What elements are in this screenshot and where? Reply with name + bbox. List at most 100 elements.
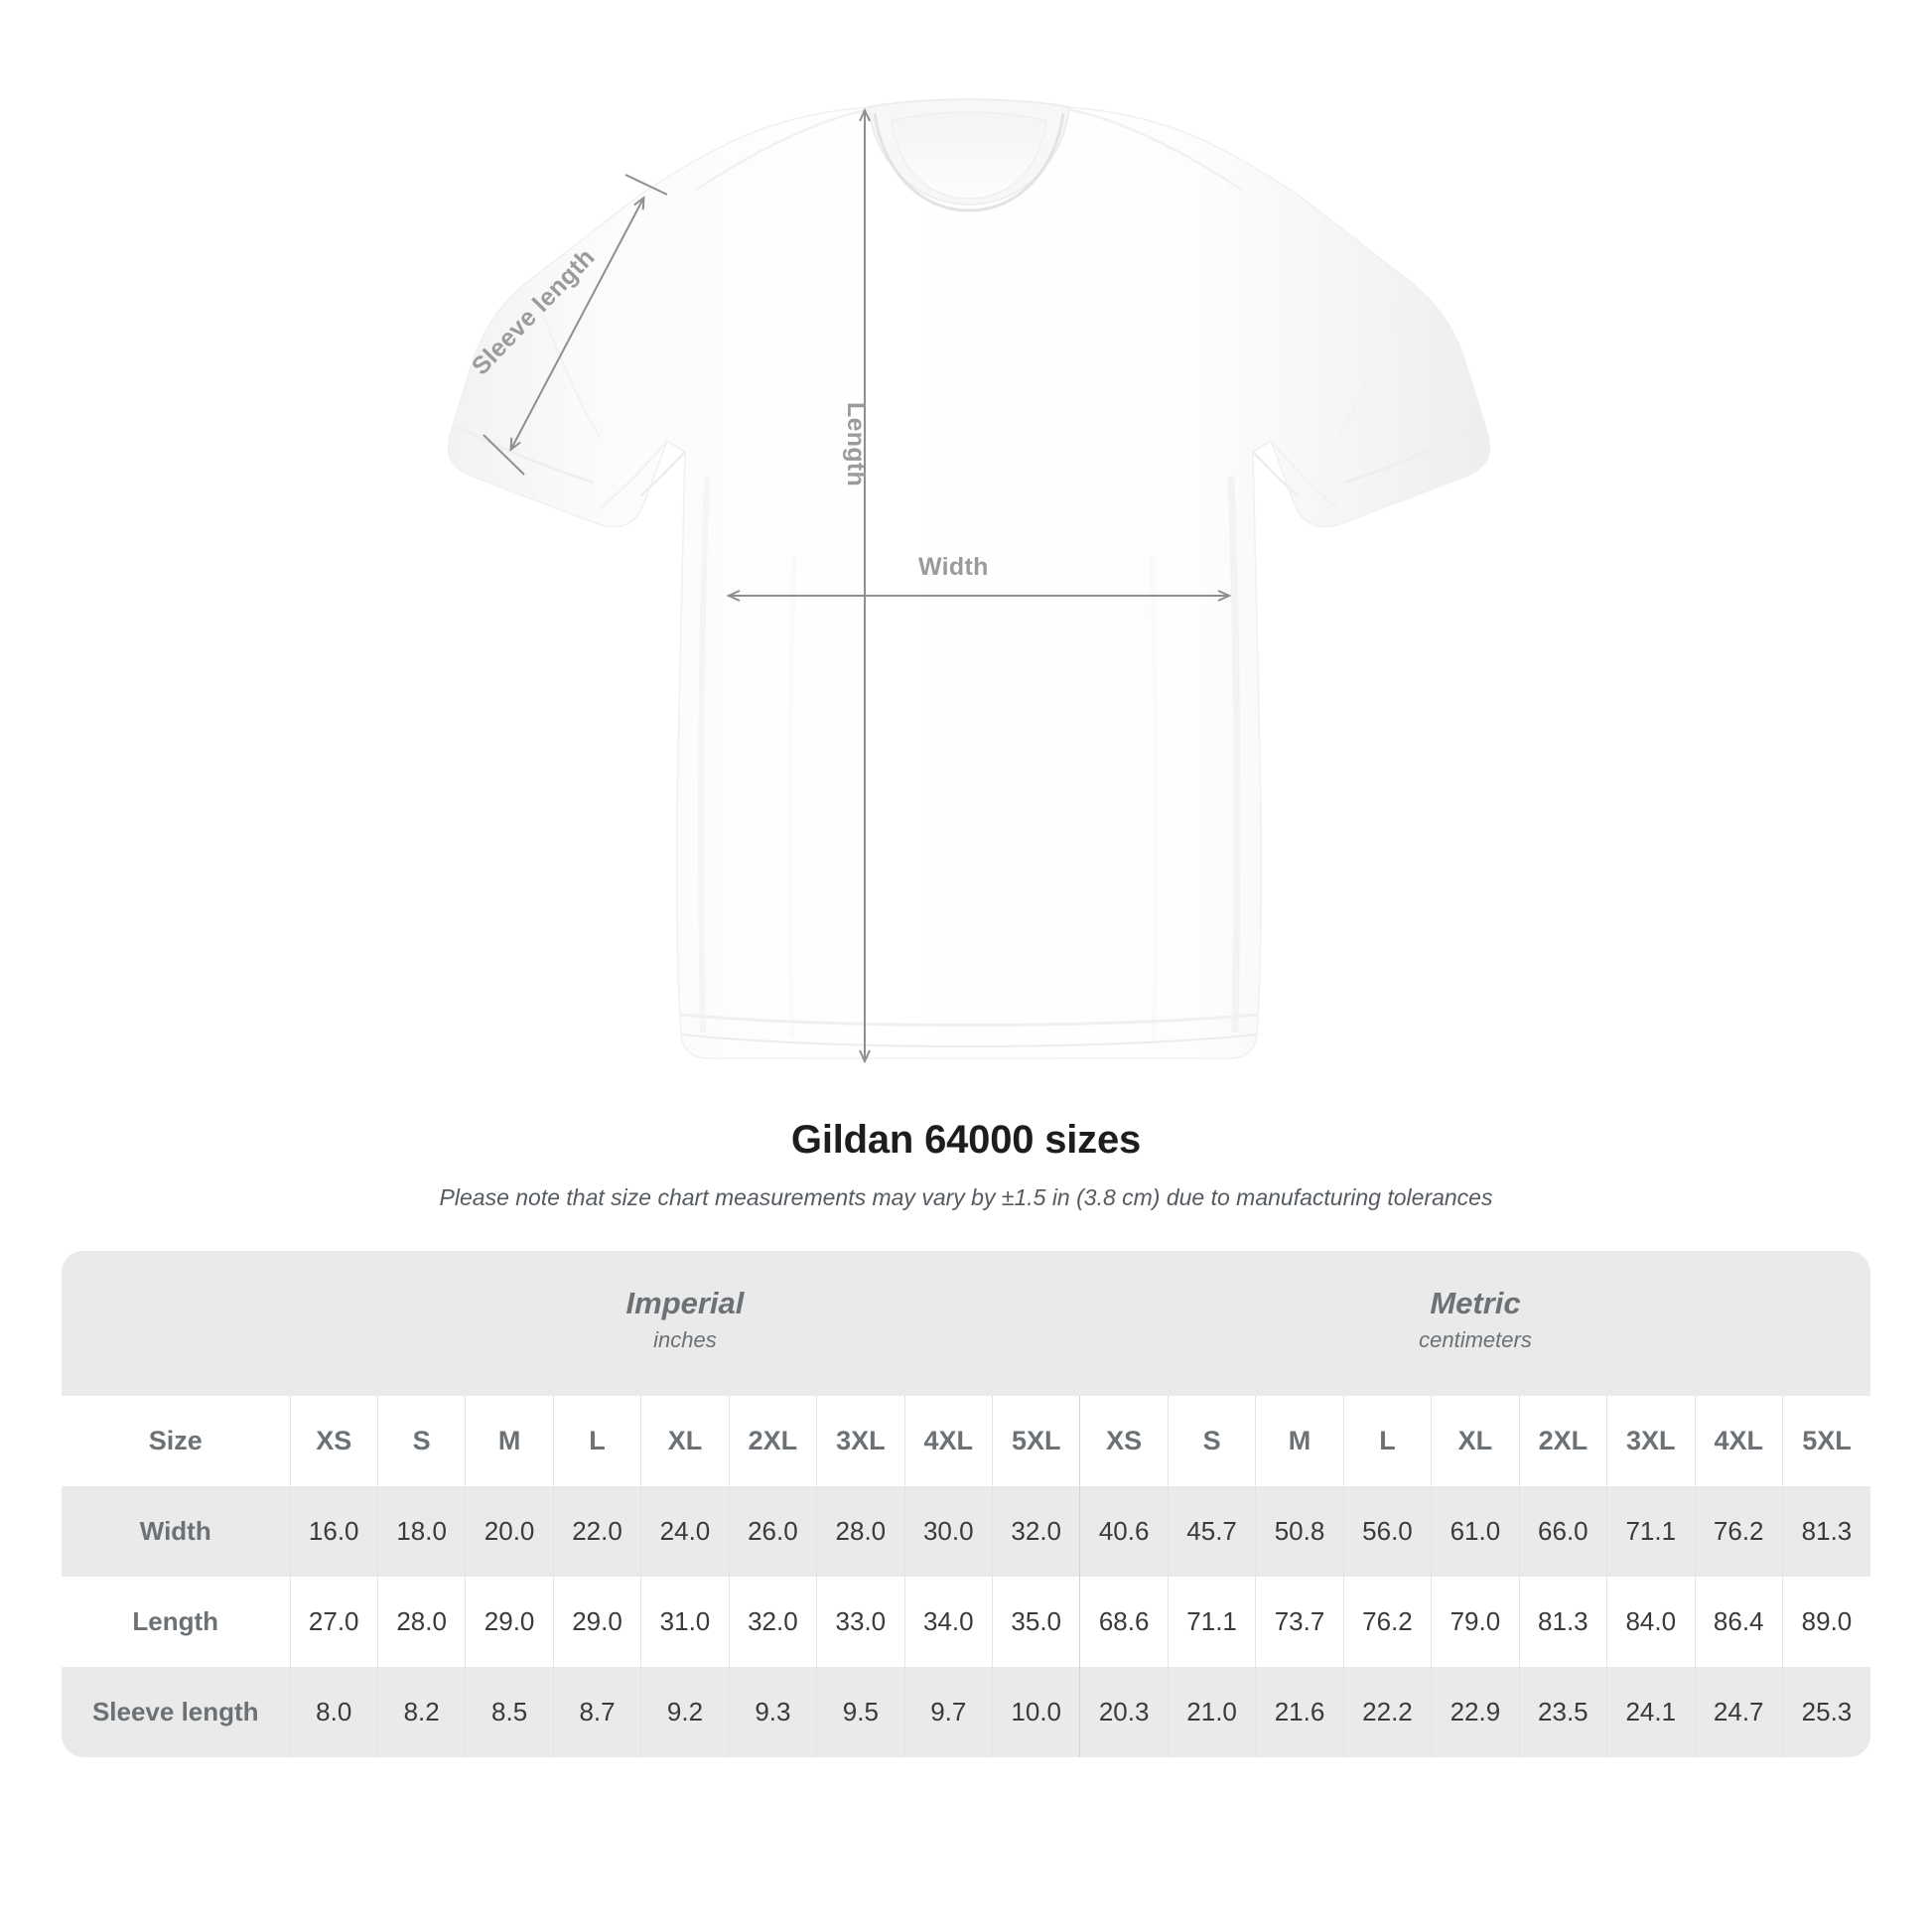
row-label-width: Width bbox=[62, 1485, 291, 1577]
cell-imperial-m: 20.0 bbox=[465, 1485, 554, 1577]
imperial-unit-header: Imperial inches bbox=[290, 1251, 1080, 1396]
cell-metric-xl: 79.0 bbox=[1431, 1576, 1520, 1667]
metric-unit-header-name: Metric bbox=[1430, 1286, 1521, 1320]
cell-metric-xs: 68.6 bbox=[1079, 1576, 1169, 1667]
size-header-metric-xl: XL bbox=[1431, 1395, 1520, 1486]
cell-metric-5xl: 81.3 bbox=[1782, 1485, 1870, 1577]
cell-metric-4xl: 24.7 bbox=[1695, 1666, 1783, 1757]
size-header-imperial-xs: XS bbox=[290, 1395, 378, 1486]
cell-metric-2xl: 81.3 bbox=[1519, 1576, 1608, 1667]
size-header-metric-2xl: 2XL bbox=[1519, 1395, 1608, 1486]
size-header-imperial-xl: XL bbox=[640, 1395, 730, 1486]
size-header-metric-m: M bbox=[1255, 1395, 1344, 1486]
cell-imperial-xl: 24.0 bbox=[640, 1485, 730, 1577]
cell-metric-3xl: 24.1 bbox=[1606, 1666, 1696, 1757]
size-header-imperial-m: M bbox=[465, 1395, 554, 1486]
cell-metric-5xl: 89.0 bbox=[1782, 1576, 1870, 1667]
length-label: Length bbox=[842, 402, 870, 487]
unit-header-row: Imperial inches Metric centimeters bbox=[62, 1251, 1870, 1396]
cell-imperial-s: 18.0 bbox=[377, 1485, 467, 1577]
size-chart-table: Imperial inches Metric centimeters Size XS S M L… bbox=[62, 1251, 1870, 1757]
cell-metric-2xl: 66.0 bbox=[1519, 1485, 1608, 1577]
cell-metric-m: 50.8 bbox=[1255, 1485, 1344, 1577]
cell-metric-l: 22.2 bbox=[1343, 1666, 1433, 1757]
page-title: Gildan 64000 sizes bbox=[790, 1118, 1142, 1162]
size-header-imperial-4xl: 4XL bbox=[904, 1395, 994, 1486]
cell-metric-5xl: 25.3 bbox=[1782, 1666, 1870, 1757]
width-label: Width bbox=[918, 553, 989, 581]
imperial-unit-header-name: Imperial bbox=[625, 1286, 745, 1320]
cell-imperial-l: 29.0 bbox=[553, 1576, 642, 1667]
cell-imperial-4xl: 34.0 bbox=[904, 1576, 994, 1667]
table-row: Sleeve length 8.0 8.2 8.5 8.7 9.2 9.3 9.5 9.7 10.… bbox=[62, 1666, 1870, 1757]
table-row: Length 27.0 28.0 29.0 29.0 31.0 32.0 33.0 34.0 35… bbox=[62, 1576, 1870, 1667]
cell-metric-xl: 61.0 bbox=[1431, 1485, 1520, 1577]
size-header-metric-5xl: 5XL bbox=[1782, 1395, 1870, 1486]
size-header-label: Size bbox=[62, 1395, 291, 1486]
cell-imperial-5xl: 10.0 bbox=[992, 1666, 1081, 1757]
cell-imperial-xs: 27.0 bbox=[290, 1576, 378, 1667]
cell-imperial-2xl: 32.0 bbox=[729, 1576, 818, 1667]
metric-unit-header: Metric centimeters bbox=[1079, 1251, 1870, 1396]
measurement-lines bbox=[483, 111, 1228, 1060]
size-header-row: Size XS S M L XL 2XL 3XL 4XL 5XL XS S M L XL 2XL 3XL 4XL 5… bbox=[62, 1395, 1870, 1486]
size-header-imperial-s: S bbox=[377, 1395, 467, 1486]
size-header-imperial-2xl: 2XL bbox=[729, 1395, 818, 1486]
cell-imperial-xs: 16.0 bbox=[290, 1485, 378, 1577]
cell-imperial-3xl: 33.0 bbox=[816, 1576, 905, 1667]
size-header-metric-3xl: 3XL bbox=[1606, 1395, 1696, 1486]
cell-imperial-3xl: 28.0 bbox=[816, 1485, 905, 1577]
cell-metric-3xl: 71.1 bbox=[1606, 1485, 1696, 1577]
cell-metric-s: 45.7 bbox=[1168, 1485, 1257, 1577]
cell-imperial-l: 8.7 bbox=[553, 1666, 642, 1757]
cell-imperial-xl: 9.2 bbox=[640, 1666, 730, 1757]
cell-imperial-4xl: 9.7 bbox=[904, 1666, 994, 1757]
cell-metric-m: 21.6 bbox=[1255, 1666, 1344, 1757]
row-label-sleeve-length: Sleeve length bbox=[62, 1666, 291, 1757]
size-header-imperial-5xl: 5XL bbox=[992, 1395, 1081, 1486]
sleeve-dimension-arrow bbox=[511, 199, 643, 449]
row-label-length: Length bbox=[62, 1576, 291, 1667]
cell-metric-3xl: 84.0 bbox=[1606, 1576, 1696, 1667]
cell-metric-xs: 40.6 bbox=[1079, 1485, 1169, 1577]
cell-imperial-4xl: 30.0 bbox=[904, 1485, 994, 1577]
cell-imperial-m: 29.0 bbox=[465, 1576, 554, 1667]
size-header-metric-s: S bbox=[1168, 1395, 1257, 1486]
sleeve-tick-upper bbox=[624, 174, 668, 196]
cell-metric-s: 71.1 bbox=[1168, 1576, 1257, 1667]
imperial-unit-header-sub: inches bbox=[653, 1326, 717, 1352]
cell-metric-4xl: 86.4 bbox=[1695, 1576, 1783, 1667]
cell-imperial-3xl: 9.5 bbox=[816, 1666, 905, 1757]
cell-imperial-5xl: 35.0 bbox=[992, 1576, 1081, 1667]
cell-metric-xl: 22.9 bbox=[1431, 1666, 1520, 1757]
chart-heading: Gildan 64000 sizes Please note that size… bbox=[0, 1118, 1932, 1211]
metric-unit-header-sub: centimeters bbox=[1419, 1326, 1532, 1352]
tolerance-note: Please note that size chart measurements… bbox=[439, 1184, 1493, 1210]
cell-imperial-2xl: 26.0 bbox=[729, 1485, 818, 1577]
cell-metric-4xl: 76.2 bbox=[1695, 1485, 1783, 1577]
size-header-metric-xs: XS bbox=[1079, 1395, 1169, 1486]
cell-imperial-s: 8.2 bbox=[377, 1666, 467, 1757]
size-table-container: Imperial inches Metric centimeters Size XS S M L… bbox=[62, 1251, 1870, 1757]
cell-metric-l: 76.2 bbox=[1343, 1576, 1433, 1667]
sleeve-tick-lower bbox=[483, 434, 525, 476]
cell-imperial-5xl: 32.0 bbox=[992, 1485, 1081, 1577]
cell-imperial-s: 28.0 bbox=[377, 1576, 467, 1667]
tshirt-shape bbox=[447, 98, 1491, 1059]
tshirt-illustration: Sleeve length Length Width bbox=[447, 98, 1491, 1112]
table-row: Width 16.0 18.0 20.0 22.0 24.0 26.0 28.0 30.0 32.… bbox=[62, 1485, 1870, 1577]
cell-imperial-xl: 31.0 bbox=[640, 1576, 730, 1667]
cell-metric-s: 21.0 bbox=[1168, 1666, 1257, 1757]
size-header-metric-4xl: 4XL bbox=[1695, 1395, 1783, 1486]
cell-imperial-m: 8.5 bbox=[465, 1666, 554, 1757]
cell-metric-l: 56.0 bbox=[1343, 1485, 1433, 1577]
cell-imperial-xs: 8.0 bbox=[290, 1666, 378, 1757]
cell-imperial-2xl: 9.3 bbox=[729, 1666, 818, 1757]
cell-metric-2xl: 23.5 bbox=[1519, 1666, 1608, 1757]
cell-imperial-l: 22.0 bbox=[553, 1485, 642, 1577]
size-header-metric-l: L bbox=[1343, 1395, 1433, 1486]
tshirt-diagram-svg bbox=[447, 98, 1491, 1112]
cell-metric-m: 73.7 bbox=[1255, 1576, 1344, 1667]
size-header-imperial-l: L bbox=[553, 1395, 642, 1486]
cell-metric-xs: 20.3 bbox=[1079, 1666, 1169, 1757]
